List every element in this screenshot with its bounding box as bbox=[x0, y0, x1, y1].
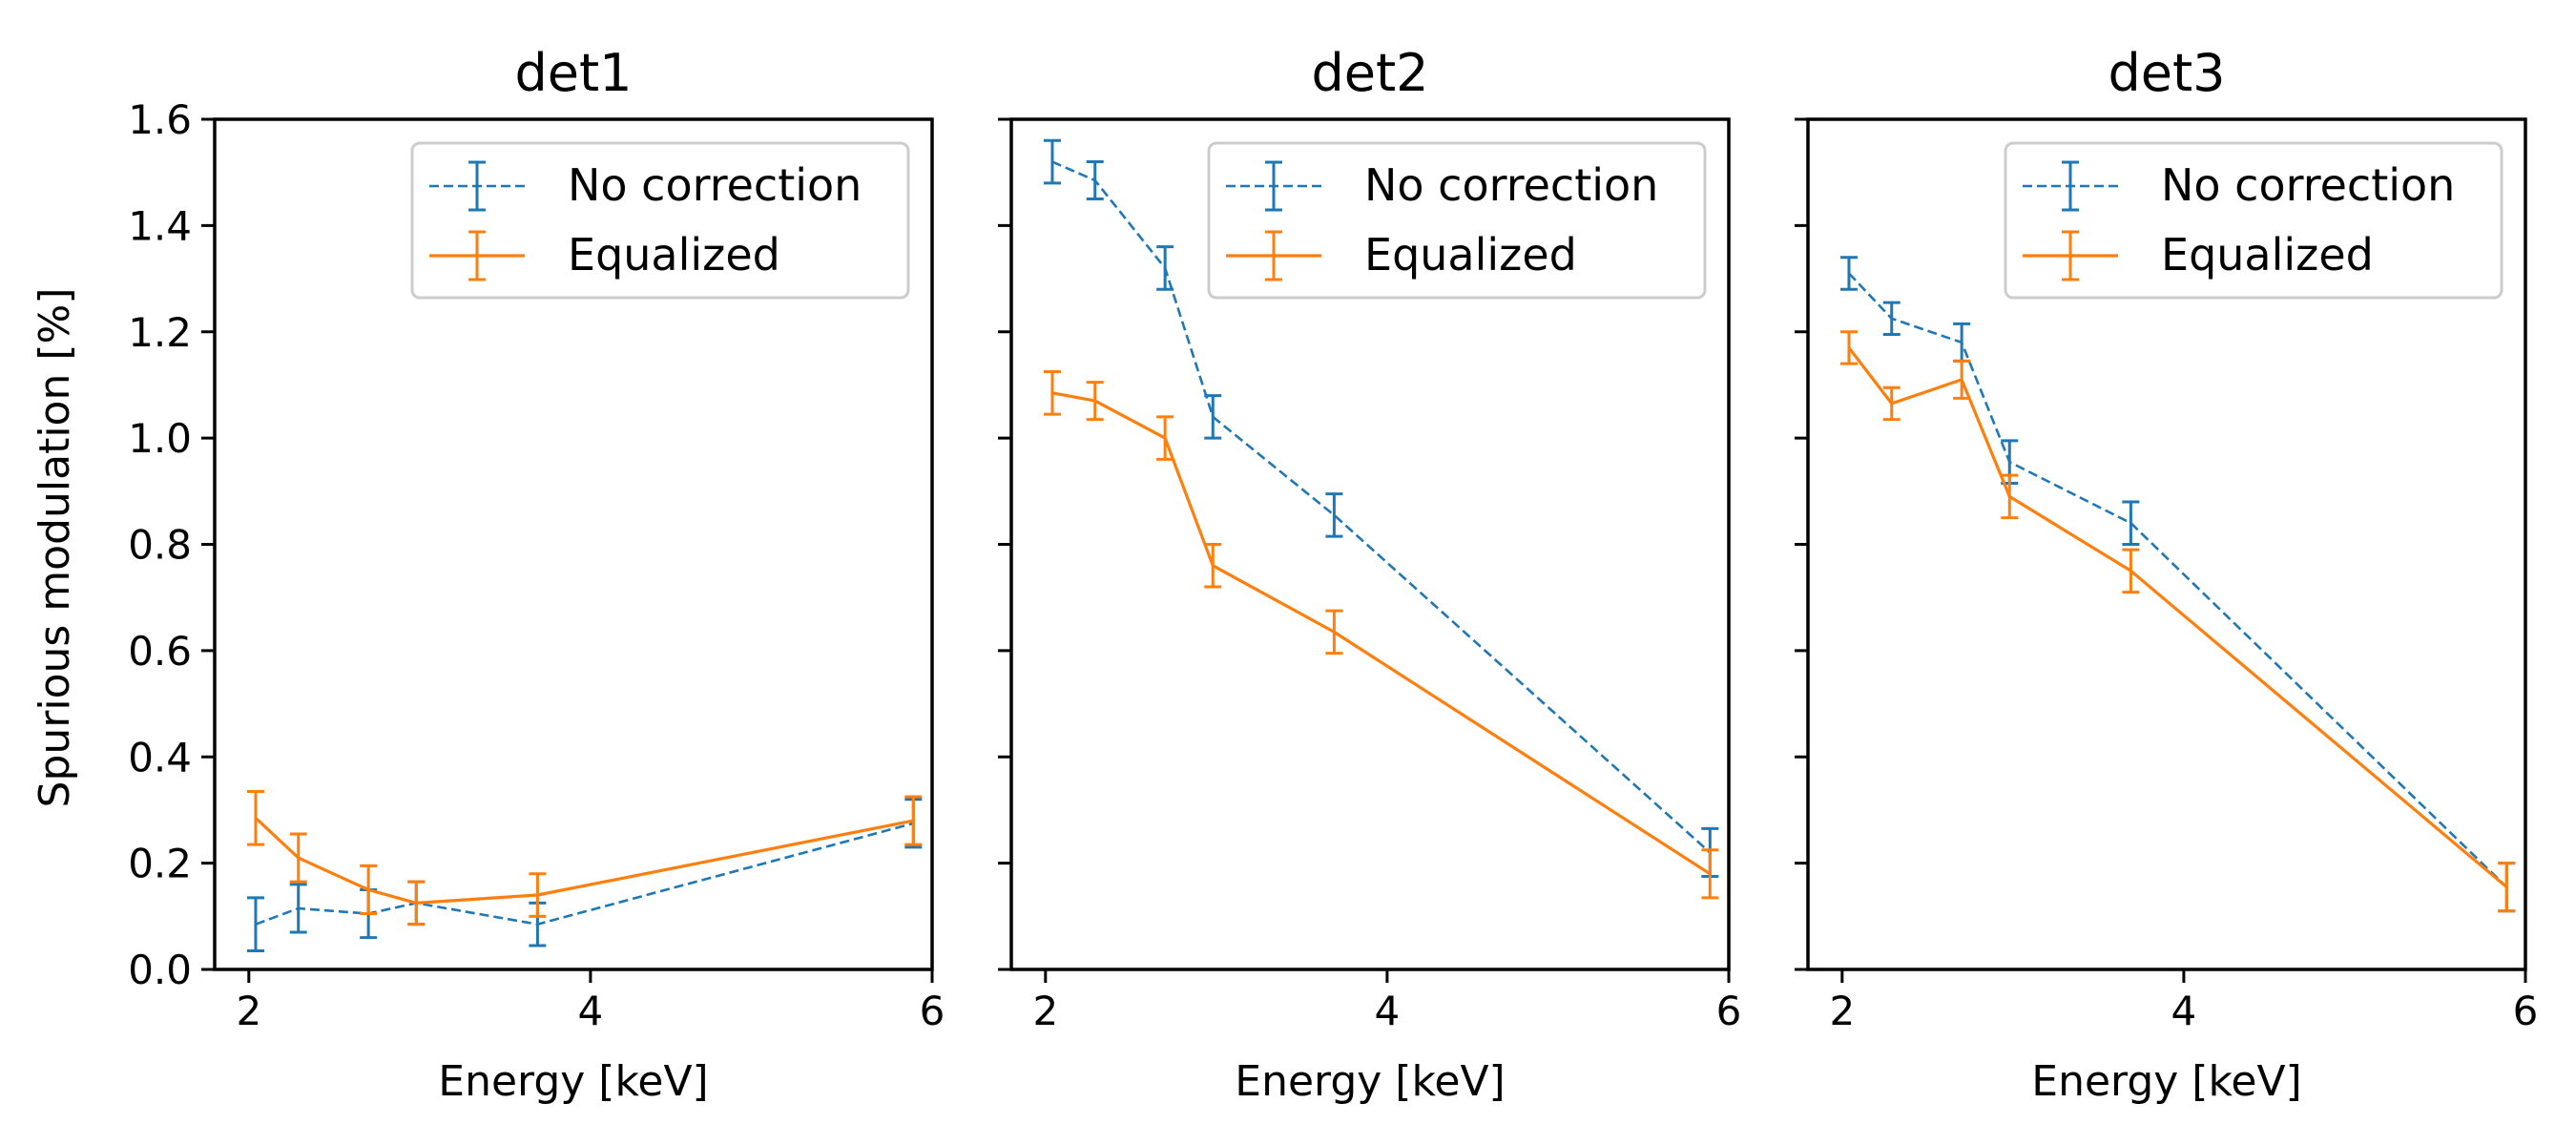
error-bar bbox=[1839, 256, 1858, 291]
x-tick-label: 2 bbox=[1032, 988, 1058, 1034]
legend-label: Equalized bbox=[1364, 229, 1577, 281]
x-axis-label: Energy [keV] bbox=[2031, 1057, 2301, 1106]
series-line-no-correction bbox=[1051, 160, 1712, 854]
error-bar bbox=[289, 832, 307, 884]
error-bar bbox=[1882, 301, 1901, 337]
error-bar bbox=[246, 789, 264, 846]
series-line-equalized bbox=[1847, 346, 2508, 888]
x-tick-label: 6 bbox=[920, 988, 945, 1034]
error-bar bbox=[904, 795, 923, 846]
error-bar bbox=[529, 872, 547, 918]
panel-title: det3 bbox=[2108, 43, 2225, 103]
legend-box bbox=[1207, 141, 1707, 300]
y-tick-label: 1.0 bbox=[128, 415, 192, 462]
error-bar bbox=[1043, 370, 1061, 416]
x-tick-label: 4 bbox=[1375, 988, 1401, 1034]
error-bar bbox=[2122, 500, 2140, 546]
panel-det2: det2 2 4 6 Energy [keV] No correction Equalize… bbox=[998, 43, 1741, 1106]
error-bar bbox=[1156, 245, 1174, 291]
error-bar bbox=[2498, 862, 2516, 913]
error-bar bbox=[1204, 543, 1222, 589]
error-bar bbox=[1839, 330, 1858, 365]
error-bar bbox=[289, 883, 307, 934]
error-bar bbox=[1156, 415, 1174, 461]
legend-label: No correction bbox=[1364, 159, 1658, 211]
series-line-no-correction bbox=[255, 822, 914, 926]
y-tick-label: 0.4 bbox=[128, 734, 192, 781]
panel-det1: det1 0.0 0.2 0.4 0.6 0.8 1.0 1.2 1.4 1.6 2 4 6 Energy… bbox=[128, 43, 945, 1106]
error-bar bbox=[2122, 548, 2140, 594]
x-tick-label: 4 bbox=[578, 988, 604, 1034]
legend-label: No correction bbox=[2161, 159, 2455, 211]
error-bar bbox=[1701, 848, 1719, 900]
series-line-no-correction bbox=[1848, 272, 2508, 888]
x-tick-label: 2 bbox=[1829, 988, 1855, 1034]
axes-frame bbox=[1009, 117, 1731, 971]
legend-box bbox=[410, 141, 910, 300]
legend: No correction Equalized bbox=[410, 141, 910, 300]
legend-label: Equalized bbox=[568, 229, 780, 281]
x-tick-label: 4 bbox=[2171, 988, 2197, 1034]
error-bar bbox=[246, 896, 264, 953]
error-bar bbox=[1953, 359, 1971, 400]
y-tick-label: 1.6 bbox=[128, 96, 192, 143]
x-axis-label: Energy [keV] bbox=[438, 1057, 708, 1106]
error-bar bbox=[1325, 609, 1343, 656]
legend: No correction Equalized bbox=[1207, 141, 1707, 300]
y-tick-label: 0.8 bbox=[128, 522, 192, 569]
panel-det3: det3 2 4 6 Energy [keV] No correction Equalize… bbox=[1795, 43, 2538, 1106]
error-bar bbox=[1204, 394, 1222, 440]
error-bar bbox=[1043, 138, 1061, 185]
legend-box bbox=[2004, 141, 2503, 300]
panel-title: det1 bbox=[514, 43, 632, 103]
y-tick-label: 1.4 bbox=[128, 202, 192, 249]
error-bar bbox=[360, 864, 378, 916]
legend: No correction Equalized bbox=[2004, 141, 2503, 300]
x-tick-label: 2 bbox=[236, 988, 261, 1034]
y-tick-label: 0.2 bbox=[128, 841, 192, 887]
error-bar bbox=[1086, 381, 1104, 422]
series-line-equalized bbox=[1051, 391, 1712, 876]
panel-title: det2 bbox=[1311, 43, 1428, 103]
axes-frame bbox=[1806, 117, 2527, 971]
y-tick-label: 0.0 bbox=[128, 947, 192, 993]
y-axis-label: Spurious modulation [%] bbox=[31, 288, 79, 808]
axes-frame bbox=[213, 117, 934, 971]
series-line-equalized bbox=[254, 817, 914, 906]
x-axis-label: Energy [keV] bbox=[1235, 1057, 1505, 1106]
y-tick-label: 1.2 bbox=[128, 309, 192, 356]
error-bar bbox=[1325, 492, 1343, 538]
error-bar bbox=[407, 880, 426, 926]
error-bar bbox=[1882, 385, 1901, 422]
x-tick-label: 6 bbox=[2513, 988, 2539, 1034]
error-bar bbox=[1086, 160, 1104, 201]
y-tick-label: 0.6 bbox=[128, 628, 192, 675]
legend-label: No correction bbox=[568, 159, 862, 211]
error-bar bbox=[2001, 473, 2019, 520]
x-tick-label: 6 bbox=[1716, 988, 1742, 1034]
legend-label: Equalized bbox=[2161, 229, 2374, 281]
